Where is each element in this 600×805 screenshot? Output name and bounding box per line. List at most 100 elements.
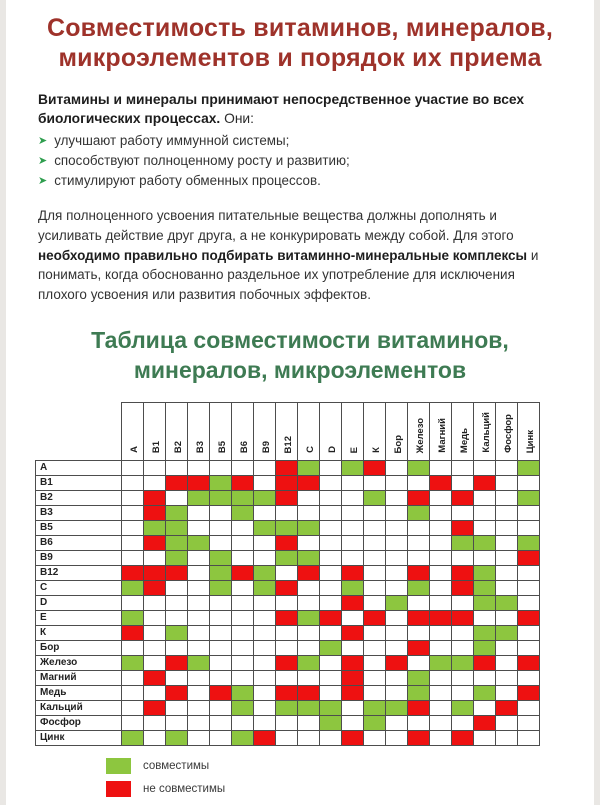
cell-compatible: [363, 489, 386, 506]
cell-compatible: [231, 729, 254, 746]
cell-neutral: [319, 684, 342, 701]
cell-incompatible: [231, 474, 254, 491]
cell-incompatible: [341, 624, 364, 641]
cell-incompatible: [275, 684, 298, 701]
matrix-column-header: В1: [143, 401, 166, 461]
cell-neutral: [495, 459, 518, 476]
cell-neutral: [363, 594, 386, 611]
cell-neutral: [209, 609, 232, 626]
matrix-row-header: С: [35, 579, 122, 596]
cell-incompatible: [517, 609, 540, 626]
cell-neutral: [363, 474, 386, 491]
cell-neutral: [385, 714, 408, 731]
cell-neutral: [495, 504, 518, 521]
cell-incompatible: [363, 609, 386, 626]
matrix-row-header: Кальций: [35, 699, 122, 716]
cell-neutral: [385, 564, 408, 581]
cell-neutral: [363, 624, 386, 641]
cell-neutral: [517, 579, 540, 596]
cell-neutral: [165, 609, 188, 626]
matrix-column-label: Фосфор: [503, 414, 515, 453]
cell-compatible: [363, 699, 386, 716]
matrix-body: А В1 В2 В3 В5 В6 В9 В12 С D Е К Бор Железо Магний Медь К…: [35, 459, 540, 746]
cell-neutral: [275, 594, 298, 611]
cell-neutral: [451, 459, 474, 476]
cell-compatible: [275, 519, 298, 536]
table-row: Железо: [35, 654, 540, 671]
cell-neutral: [121, 474, 144, 491]
cell-compatible: [451, 699, 474, 716]
list-item: ➤ улучшают работу иммунной системы;: [38, 131, 554, 151]
cell-neutral: [407, 549, 430, 566]
cell-compatible: [121, 609, 144, 626]
cell-neutral: [187, 729, 210, 746]
cell-neutral: [319, 729, 342, 746]
intro-bold: Витамины и минералы принимают непосредст…: [38, 92, 525, 127]
matrix-row-header: Цинк: [35, 729, 122, 746]
cell-incompatible: [143, 504, 166, 521]
cell-neutral: [209, 729, 232, 746]
cell-neutral: [385, 474, 408, 491]
cell-compatible: [165, 519, 188, 536]
matrix-column-label: В3: [195, 440, 207, 453]
list-item-text: способствуют полноценному росту и развит…: [54, 152, 350, 168]
cell-neutral: [143, 714, 166, 731]
cell-incompatible: [275, 474, 298, 491]
cell-neutral: [121, 639, 144, 656]
cell-neutral: [363, 564, 386, 581]
cell-incompatible: [275, 459, 298, 476]
cell-compatible: [187, 654, 210, 671]
cell-compatible: [385, 594, 408, 611]
cell-compatible: [187, 489, 210, 506]
cell-neutral: [473, 489, 496, 506]
cell-neutral: [275, 639, 298, 656]
cell-incompatible: [165, 684, 188, 701]
cell-incompatible: [451, 729, 474, 746]
cell-neutral: [385, 609, 408, 626]
cell-neutral: [297, 714, 320, 731]
cell-neutral: [253, 699, 276, 716]
cell-neutral: [429, 669, 452, 686]
cell-compatible: [231, 504, 254, 521]
cell-neutral: [517, 714, 540, 731]
cell-neutral: [517, 729, 540, 746]
cell-compatible: [275, 549, 298, 566]
matrix-column-header: Кальций: [473, 401, 496, 461]
table-row: D: [35, 594, 540, 611]
cell-compatible: [495, 624, 518, 641]
cell-neutral: [121, 714, 144, 731]
cell-neutral: [429, 714, 452, 731]
matrix-column-label: Кальций: [481, 412, 493, 453]
cell-neutral: [517, 624, 540, 641]
table-row: В5: [35, 519, 540, 536]
cell-neutral: [231, 459, 254, 476]
cell-neutral: [517, 699, 540, 716]
cell-compatible: [275, 699, 298, 716]
cell-compatible: [253, 579, 276, 596]
cell-neutral: [187, 624, 210, 641]
cell-neutral: [363, 534, 386, 551]
cell-incompatible: [407, 489, 430, 506]
cell-neutral: [319, 489, 342, 506]
cell-neutral: [473, 549, 496, 566]
cell-incompatible: [429, 474, 452, 491]
matrix-column-label: Е: [349, 446, 361, 453]
matrix-header: А В1 В2 В3 В5 В6 В9 В12 С D Е К Бор Железо Магний Медь К…: [36, 401, 540, 461]
cell-neutral: [385, 549, 408, 566]
cell-neutral: [187, 459, 210, 476]
table-row: Медь: [35, 684, 540, 701]
cell-compatible: [385, 699, 408, 716]
cell-neutral: [341, 534, 364, 551]
cell-incompatible: [319, 609, 342, 626]
cell-incompatible: [341, 684, 364, 701]
cell-neutral: [165, 579, 188, 596]
cell-neutral: [143, 684, 166, 701]
cell-incompatible: [473, 654, 496, 671]
matrix-row-header: В9: [35, 549, 122, 566]
cell-incompatible: [165, 654, 188, 671]
cell-neutral: [341, 474, 364, 491]
cell-compatible: [209, 474, 232, 491]
cell-neutral: [165, 699, 188, 716]
cell-neutral: [121, 684, 144, 701]
cell-neutral: [473, 609, 496, 626]
